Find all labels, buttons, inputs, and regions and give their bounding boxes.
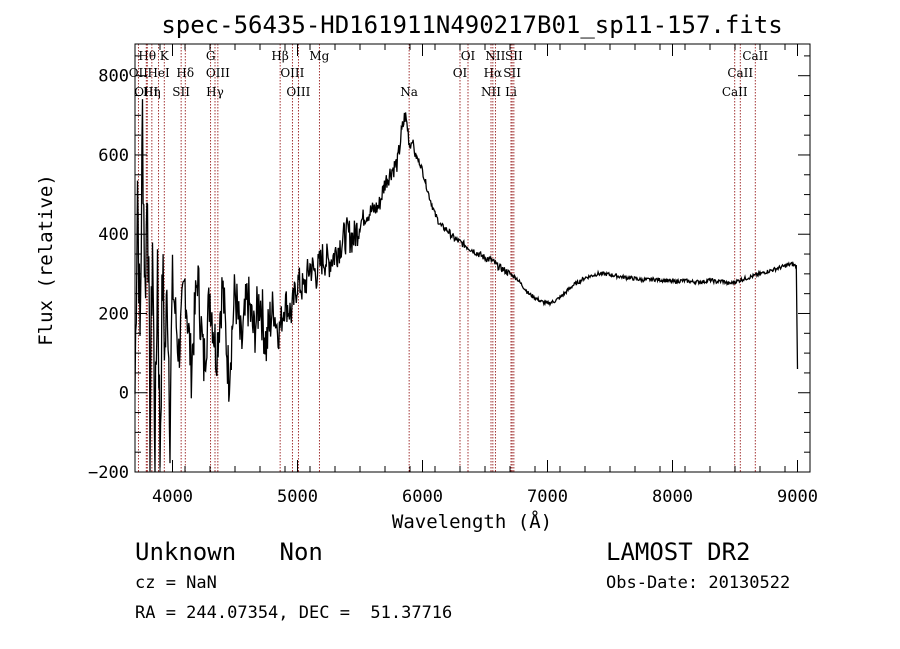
spectral-line-label: Hγ <box>206 85 224 99</box>
chart-title: spec-56435-HD161911N490217B01_sp11-157.f… <box>161 11 782 39</box>
x-axis: 4000 5000 6000 7000 8000 9000 <box>134 44 818 507</box>
spectral-line-label: Na <box>400 85 418 99</box>
coords-label: RA = 244.07354, DEC = 51.37716 <box>135 603 453 623</box>
spectral-line-label: CaII <box>742 49 768 63</box>
spectral-line-label: NII <box>485 49 505 63</box>
class-label: Unknown Non <box>135 538 323 566</box>
y-tick-label: 0 <box>119 384 129 404</box>
x-tick-label: 9000 <box>777 487 818 507</box>
spectral-line-label: HeI <box>147 66 170 80</box>
y-tick-label: 800 <box>98 67 129 87</box>
spectral-line-label: Hη <box>143 85 161 99</box>
x-tick-label: 8000 <box>652 487 693 507</box>
spectral-line-label: OI <box>461 49 476 63</box>
y-tick-label: −200 <box>88 463 129 483</box>
y-tick-label: 200 <box>98 304 129 324</box>
spectral-line-label: CaII <box>722 85 748 99</box>
obs-date-label: Obs-Date: 20130522 <box>606 573 791 593</box>
y-tick-label: 400 <box>98 225 129 245</box>
spectral-line-label: Hα <box>484 66 503 80</box>
spectral-line-label: SII <box>505 49 523 63</box>
spectral-line-label: Mg <box>309 49 329 63</box>
y-axis: −200 0 200 400 600 800 <box>88 55 810 483</box>
x-axis-label: Wavelength (Å) <box>392 510 552 533</box>
spectral-line-label: Hδ <box>176 66 194 80</box>
plot-frame <box>134 43 811 473</box>
x-tick-label: 4000 <box>152 487 193 507</box>
spectral-line-label: OIII <box>286 85 310 99</box>
spectral-line-label: SII <box>503 66 521 80</box>
spectral-line-label: Li <box>505 85 517 99</box>
x-tick-label: 7000 <box>527 487 568 507</box>
x-tick-label: 5000 <box>277 487 318 507</box>
spectral-line-label: OII <box>129 66 149 80</box>
spectral-line-label: Hθ <box>138 49 156 63</box>
cz-label: cz = NaN <box>135 573 217 593</box>
spectrum-line <box>134 99 799 473</box>
spectral-line-label: K <box>160 49 170 63</box>
spectral-line-label: OI <box>453 66 468 80</box>
spectral-line-label: CaII <box>727 66 753 80</box>
spectral-line-label: G <box>206 49 216 63</box>
y-tick-label: 600 <box>98 146 129 166</box>
survey-label: LAMOST DR2 <box>606 538 751 566</box>
spectral-line-label: NII <box>481 85 501 99</box>
spectral-line-label: OIII <box>280 66 304 80</box>
y-axis-label: Flux (relative) <box>35 174 57 346</box>
spectral-line-label: SII <box>172 85 190 99</box>
spectral-line-label: OIII <box>206 66 230 80</box>
x-tick-label: 6000 <box>402 487 443 507</box>
spectral-line-label: Hβ <box>271 49 288 63</box>
